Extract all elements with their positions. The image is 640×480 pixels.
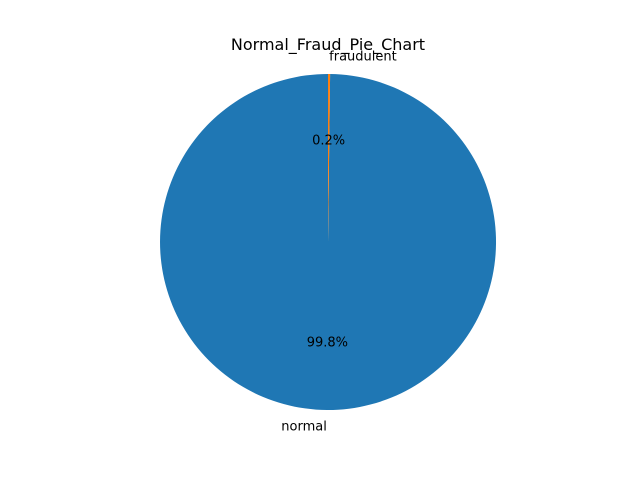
pie-slices (160, 73, 497, 410)
slice-percent-fraudulent: 0.2% (312, 134, 345, 149)
pie-slice-normal (160, 74, 497, 410)
slice-label-normal: normal (281, 419, 327, 434)
chart-title: Normal_Fraud_Pie_Chart (231, 35, 425, 55)
pie-labels: normal 99.8% fraudulent 0.2% (281, 50, 396, 435)
pie-slice-fraudulent (328, 73, 331, 242)
slice-label-fraudulent: fraudulent (329, 50, 397, 65)
slice-percent-normal: 99.8% (307, 335, 348, 350)
